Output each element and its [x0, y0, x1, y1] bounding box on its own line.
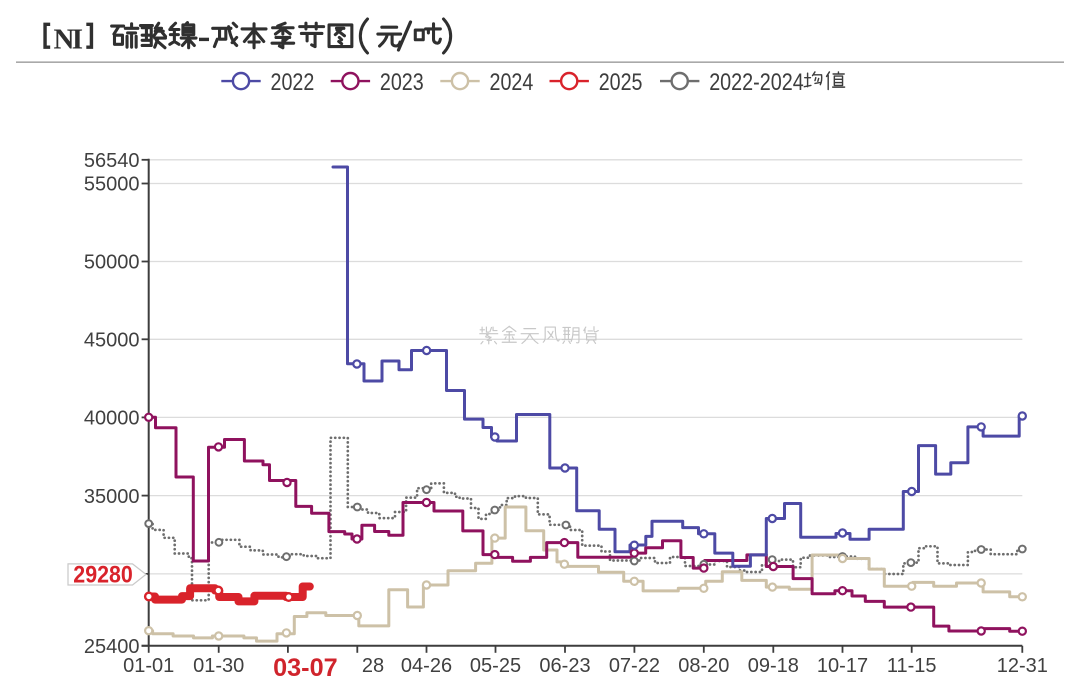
svg-text:NI: NI — [54, 24, 84, 56]
svg-text:06-23: 06-23 — [539, 655, 590, 677]
svg-text:12-31: 12-31 — [997, 655, 1048, 677]
svg-text:28: 28 — [362, 655, 384, 677]
svg-text:2025: 2025 — [599, 69, 643, 96]
svg-text:56540: 56540 — [84, 150, 140, 172]
svg-text:2022: 2022 — [271, 69, 315, 96]
svg-text:01-30: 01-30 — [193, 655, 244, 677]
svg-text:05-25: 05-25 — [470, 655, 521, 677]
svg-text:29280: 29280 — [73, 562, 133, 589]
svg-text:11-15: 11-15 — [887, 655, 937, 677]
svg-text:55000: 55000 — [84, 174, 140, 196]
svg-text:04-26: 04-26 — [401, 655, 452, 677]
svg-text:10-17: 10-17 — [817, 655, 868, 677]
svg-text:25400: 25400 — [84, 636, 140, 658]
svg-text:35000: 35000 — [84, 486, 140, 508]
svg-text:45000: 45000 — [84, 330, 140, 352]
svg-text:01-01: 01-01 — [123, 655, 174, 677]
svg-text:07-22: 07-22 — [609, 655, 660, 677]
svg-text:2022-2024: 2022-2024 — [709, 69, 804, 96]
svg-text:09-18: 09-18 — [748, 655, 799, 677]
svg-text:2024: 2024 — [490, 69, 534, 96]
svg-text:50000: 50000 — [84, 252, 140, 274]
svg-text:40000: 40000 — [84, 408, 140, 430]
svg-text:03-07: 03-07 — [273, 654, 338, 682]
svg-text:08-20: 08-20 — [678, 655, 729, 677]
svg-text:2023: 2023 — [380, 69, 424, 96]
